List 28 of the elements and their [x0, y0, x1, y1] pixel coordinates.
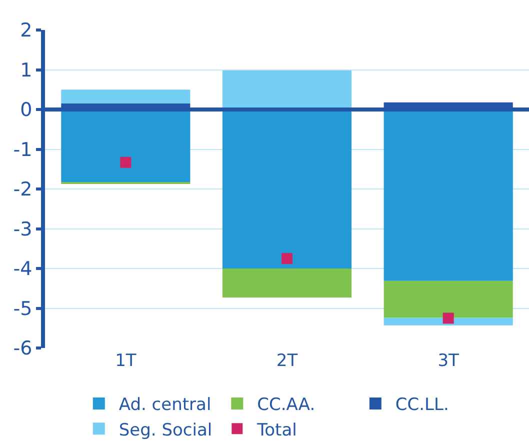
y-tick-label: -5 — [13, 298, 32, 320]
x-tick-label: 1T — [115, 351, 137, 371]
y-tick-label: 2 — [20, 20, 32, 42]
bar — [384, 110, 513, 281]
bar — [61, 90, 190, 104]
legend-label: CC.LL. — [395, 395, 449, 416]
bar — [222, 110, 352, 268]
y-tick-label: 1 — [20, 59, 32, 82]
legend-label: Ad. central — [118, 395, 212, 416]
y-tick-label: -6 — [13, 338, 32, 360]
y-tick-label: -2 — [13, 178, 32, 201]
y-tick-label: -3 — [13, 218, 32, 240]
legend-label: Seg. Social — [118, 420, 212, 440]
bar — [384, 280, 513, 318]
bar — [222, 70, 352, 110]
y-tick-label: -4 — [13, 258, 32, 280]
legend-label: Total — [256, 420, 297, 440]
point — [282, 253, 292, 264]
x-tick-label: 2T — [276, 351, 298, 371]
y-tick-label: -1 — [13, 138, 32, 161]
y-tick-label: 0 — [20, 99, 32, 122]
x-tick-label: 3T — [438, 351, 460, 371]
bar — [384, 318, 513, 326]
point — [442, 312, 454, 324]
point — [120, 156, 132, 168]
legend-label: CC.AA. — [257, 395, 316, 416]
bar — [222, 268, 352, 298]
bar — [61, 110, 190, 182]
